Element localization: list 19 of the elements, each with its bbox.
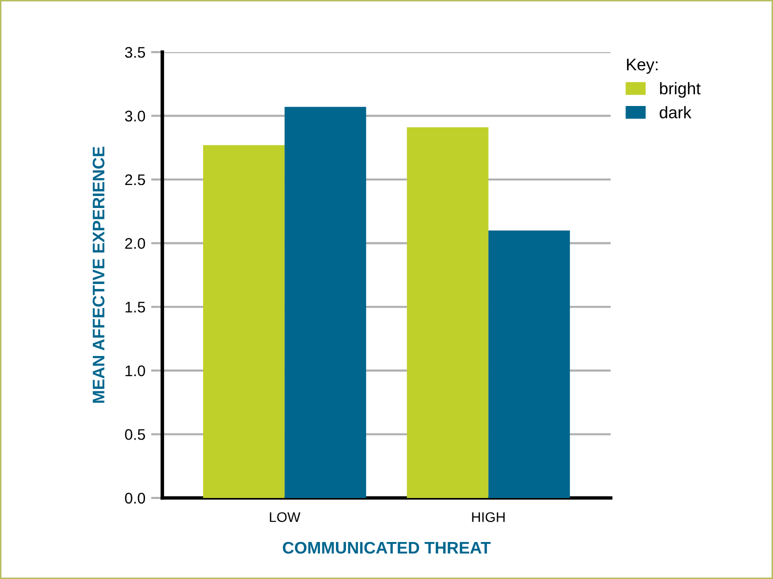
legend-label: bright [660, 82, 701, 98]
legend-label: dark [660, 106, 692, 118]
bar [284, 106, 366, 498]
x-tick-label: HIGH [472, 512, 505, 522]
y-tick-label: 2.5 [125, 174, 146, 186]
legend-title: Key: [627, 58, 658, 74]
bar [406, 127, 488, 498]
x-tick-label: LOW [270, 512, 300, 522]
y-tick-label: 0.5 [125, 429, 146, 440]
x-axis-title: COMMUNICATED THREAT [282, 542, 491, 554]
y-tick-label: 3.5 [125, 46, 146, 58]
y-tick-label: 3.0 [125, 110, 146, 122]
y-tick-label: 1.5 [126, 302, 146, 313]
y-axis-title: MEAN AFFECTIVE EXPERIENCE [92, 146, 104, 403]
bar [203, 145, 285, 498]
y-tick-label: 0.0 [125, 492, 146, 504]
y-tick-label: 2.0 [125, 238, 146, 249]
bar [488, 230, 570, 498]
y-tick-label: 1.0 [126, 365, 146, 376]
